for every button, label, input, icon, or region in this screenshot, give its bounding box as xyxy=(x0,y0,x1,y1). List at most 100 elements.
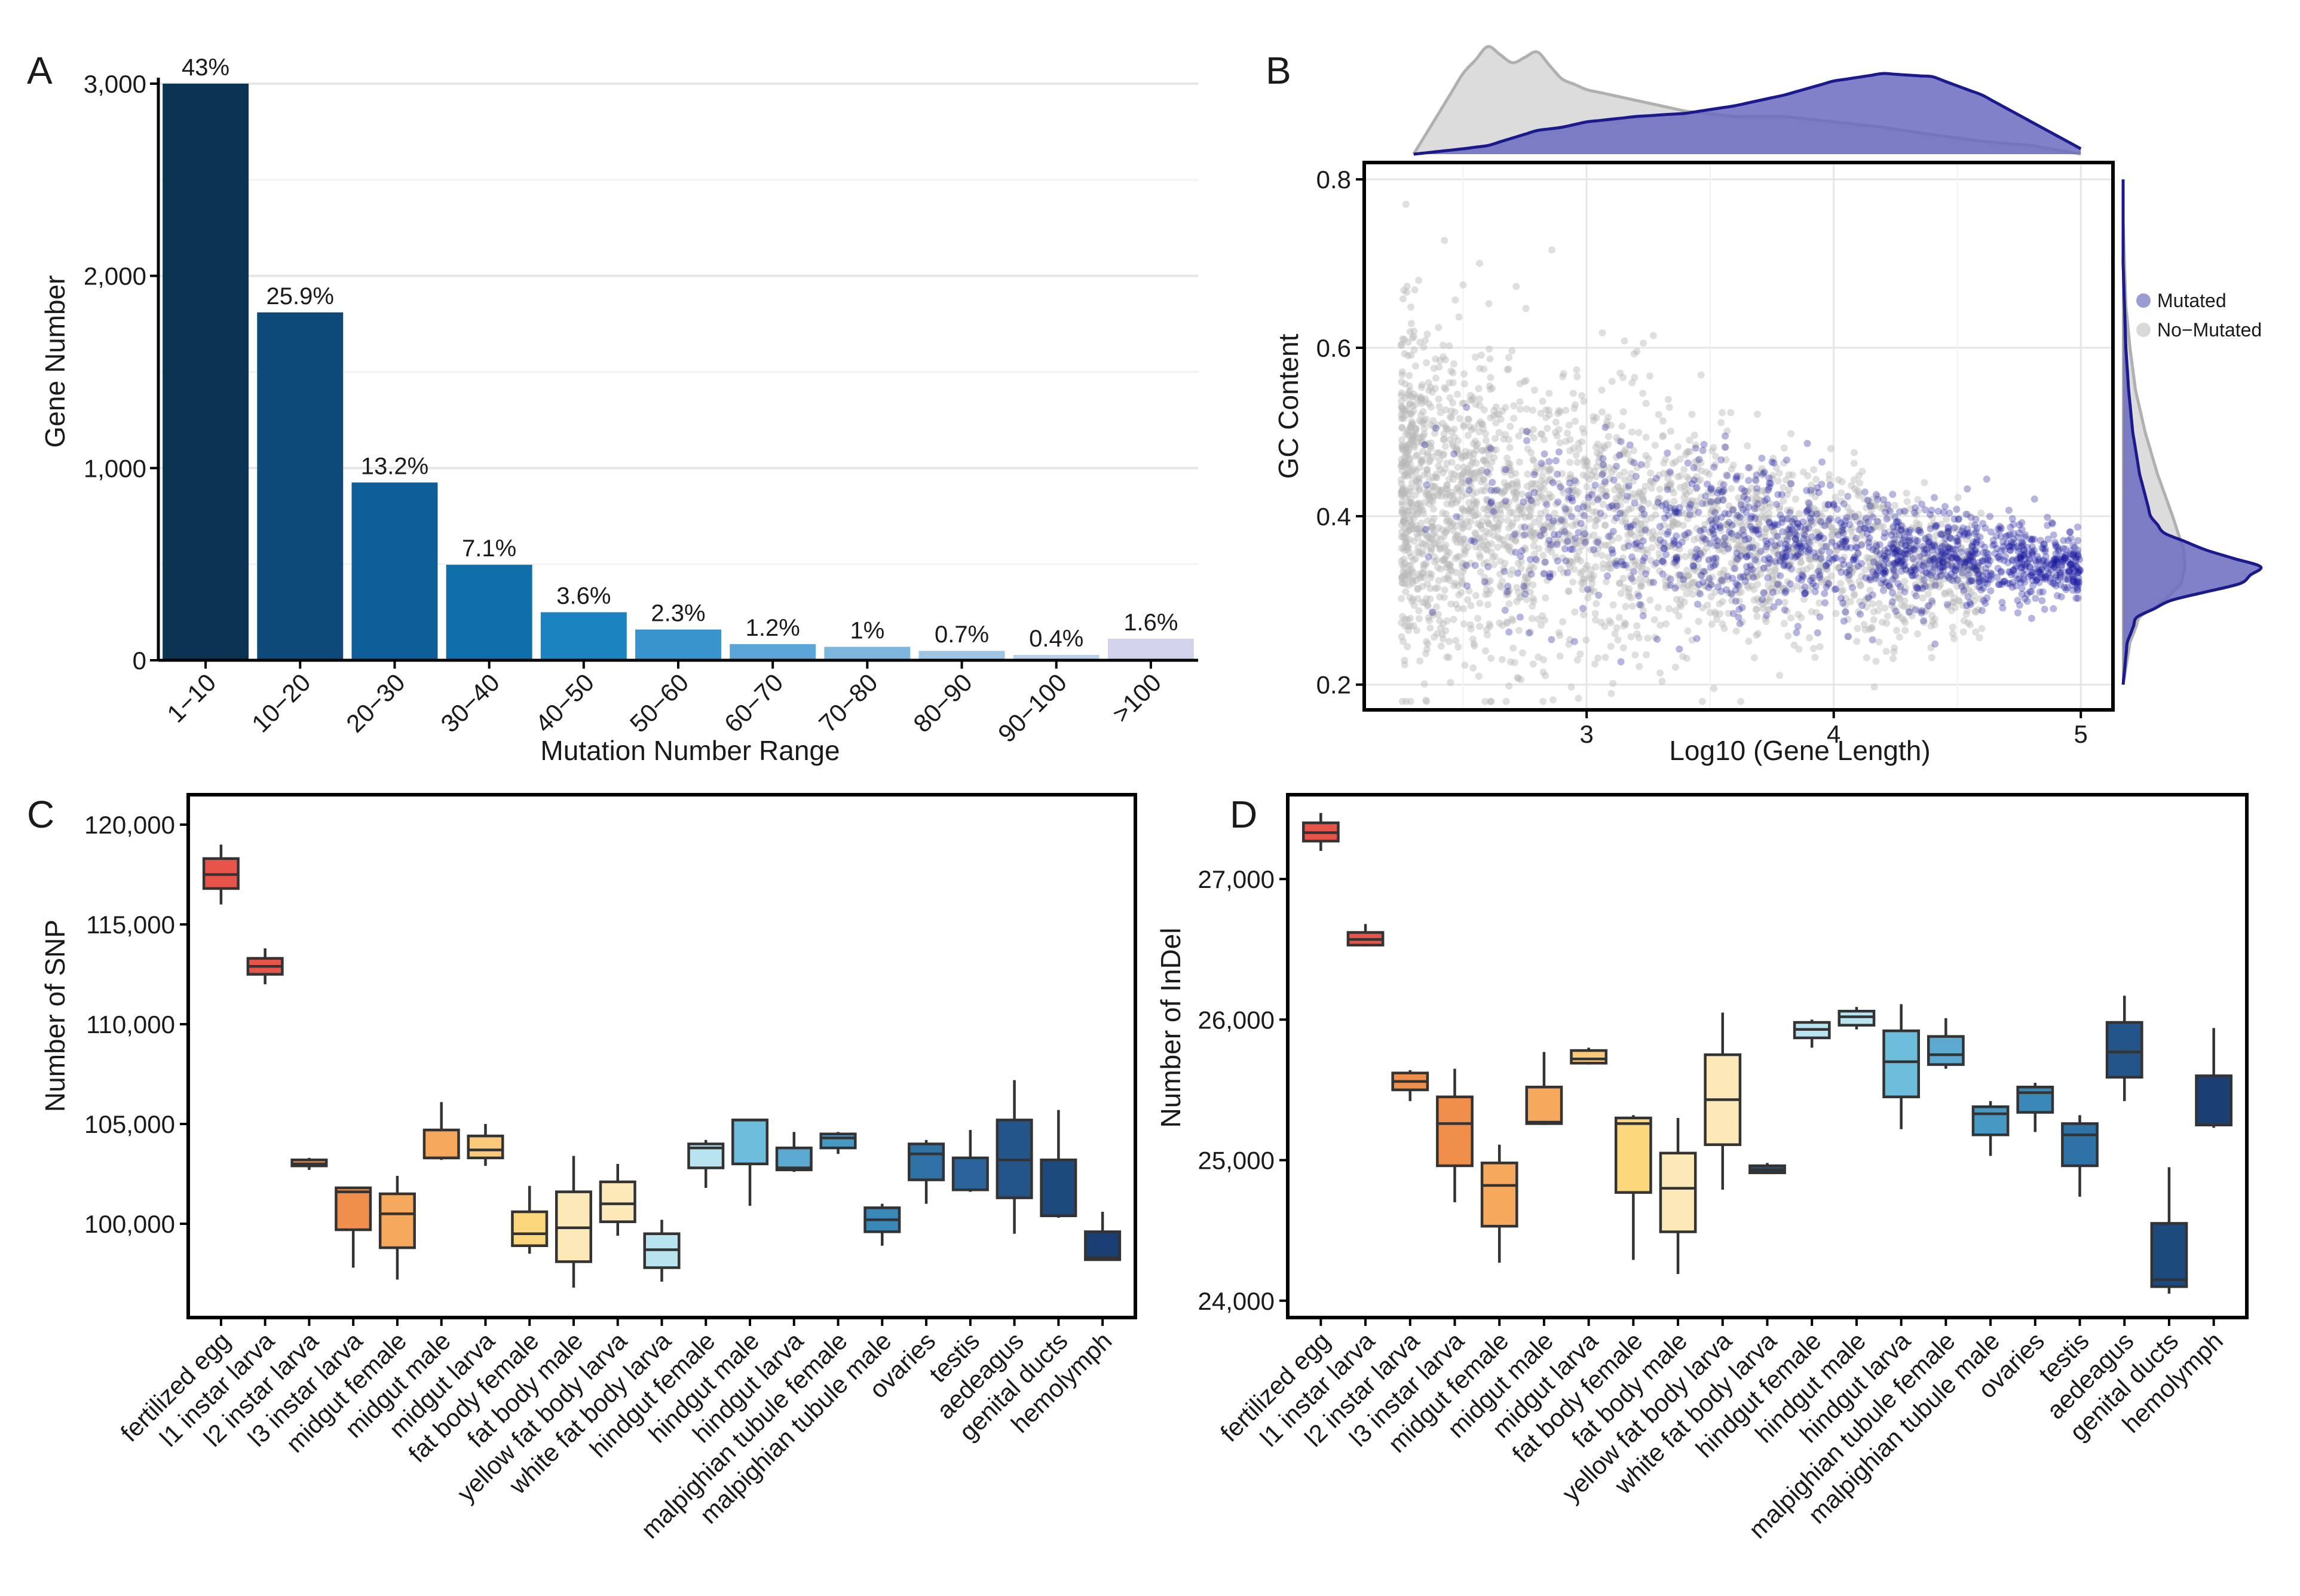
point-nonmutated xyxy=(1400,415,1408,422)
point-nonmutated xyxy=(1469,394,1477,402)
point-nonmutated xyxy=(1467,479,1475,487)
point-nonmutated xyxy=(1631,532,1639,540)
point-nonmutated xyxy=(1764,486,1772,494)
point-mutated xyxy=(2035,558,2043,566)
point-nonmutated xyxy=(1405,543,1412,551)
point-mutated xyxy=(2028,543,2036,550)
panel-b-y-axis-title: GC Content xyxy=(1273,333,1304,479)
point-mutated xyxy=(1656,536,1664,544)
point-mutated xyxy=(1853,544,1861,552)
point-mutated xyxy=(2059,556,2067,563)
point-mutated xyxy=(1937,551,1945,559)
point-mutated xyxy=(1954,537,1962,544)
point-nonmutated xyxy=(1621,337,1628,345)
point-mutated xyxy=(1981,543,1989,551)
point-nonmutated xyxy=(1636,575,1644,583)
point-nonmutated xyxy=(1452,533,1459,541)
point-nonmutated xyxy=(1467,470,1475,478)
point-nonmutated xyxy=(1970,597,1978,605)
point-mutated xyxy=(1861,488,1869,496)
point-nonmutated xyxy=(1399,534,1407,541)
point-nonmutated xyxy=(1901,627,1909,634)
point-nonmutated xyxy=(1649,479,1657,486)
point-nonmutated xyxy=(1587,571,1594,579)
point-nonmutated xyxy=(1496,619,1503,627)
point-nonmutated xyxy=(1607,565,1615,572)
point-nonmutated xyxy=(1487,540,1495,547)
point-nonmutated xyxy=(1492,403,1500,411)
point-nonmutated xyxy=(1443,485,1450,492)
point-nonmutated xyxy=(1754,495,1762,503)
point-mutated xyxy=(2007,523,2014,531)
point-mutated xyxy=(1867,526,1875,534)
point-nonmutated xyxy=(1421,599,1429,606)
point-nonmutated xyxy=(1483,546,1491,554)
point-nonmutated xyxy=(1677,596,1685,604)
point-nonmutated xyxy=(1508,480,1516,488)
point-mutated xyxy=(1635,592,1643,600)
point-nonmutated xyxy=(1401,622,1409,630)
point-nonmutated xyxy=(1971,607,1979,615)
point-nonmutated xyxy=(1478,447,1486,454)
point-mutated xyxy=(1984,554,1992,562)
point-nonmutated xyxy=(1527,531,1535,538)
point-nonmutated xyxy=(1414,438,1421,446)
point-mutated xyxy=(1845,561,1853,569)
point-nonmutated xyxy=(1491,486,1499,494)
point-nonmutated xyxy=(1865,558,1873,566)
point-mutated xyxy=(2044,535,2052,543)
point-nonmutated xyxy=(1840,553,1848,561)
point-nonmutated xyxy=(1543,577,1551,584)
point-nonmutated xyxy=(1476,623,1484,630)
point-nonmutated xyxy=(1477,478,1485,486)
point-nonmutated xyxy=(1469,536,1477,544)
point-mutated xyxy=(2049,580,2057,587)
point-nonmutated xyxy=(1497,415,1505,423)
point-mutated xyxy=(2039,545,2047,553)
point-nonmutated xyxy=(1896,595,1904,603)
point-nonmutated xyxy=(1420,430,1428,438)
point-nonmutated xyxy=(1867,563,1875,571)
point-nonmutated xyxy=(1665,605,1673,612)
point-nonmutated xyxy=(1962,611,1970,618)
point-mutated xyxy=(1719,488,1726,496)
point-mutated xyxy=(2051,556,2059,563)
point-nonmutated xyxy=(1432,471,1440,479)
point-mutated xyxy=(1762,543,1770,550)
point-nonmutated xyxy=(1398,411,1405,418)
point-nonmutated xyxy=(1435,577,1443,584)
point-nonmutated xyxy=(1520,378,1528,385)
point-nonmutated xyxy=(1822,578,1830,586)
point-nonmutated xyxy=(1850,459,1858,467)
point-mutated xyxy=(1997,547,2005,555)
point-nonmutated xyxy=(1573,373,1581,381)
point-mutated xyxy=(1931,494,1938,501)
point-nonmutated xyxy=(1401,661,1408,669)
point-nonmutated xyxy=(1720,541,1728,549)
point-mutated xyxy=(1952,566,1959,574)
point-nonmutated xyxy=(1534,615,1542,623)
point-nonmutated xyxy=(1408,467,1416,474)
point-nonmutated xyxy=(1468,508,1475,516)
point-nonmutated xyxy=(1426,500,1434,508)
point-nonmutated xyxy=(1768,571,1776,579)
point-nonmutated xyxy=(1433,556,1441,564)
point-nonmutated xyxy=(1811,654,1819,661)
point-mutated xyxy=(1888,589,1896,596)
point-mutated xyxy=(1721,534,1729,541)
point-nonmutated xyxy=(1923,534,1931,541)
point-nonmutated xyxy=(1664,581,1672,589)
point-mutated xyxy=(2008,515,2016,522)
point-nonmutated xyxy=(1420,420,1428,427)
point-nonmutated xyxy=(1535,653,1542,661)
point-nonmutated xyxy=(1524,496,1532,504)
point-nonmutated xyxy=(1494,543,1502,551)
point-nonmutated xyxy=(1895,594,1903,602)
point-mutated xyxy=(1763,612,1771,619)
point-nonmutated xyxy=(1422,441,1429,449)
point-nonmutated xyxy=(1684,627,1692,635)
point-mutated xyxy=(1843,514,1851,522)
point-nonmutated xyxy=(1967,621,1974,629)
point-mutated xyxy=(1794,623,1802,630)
point-nonmutated xyxy=(1408,479,1416,486)
